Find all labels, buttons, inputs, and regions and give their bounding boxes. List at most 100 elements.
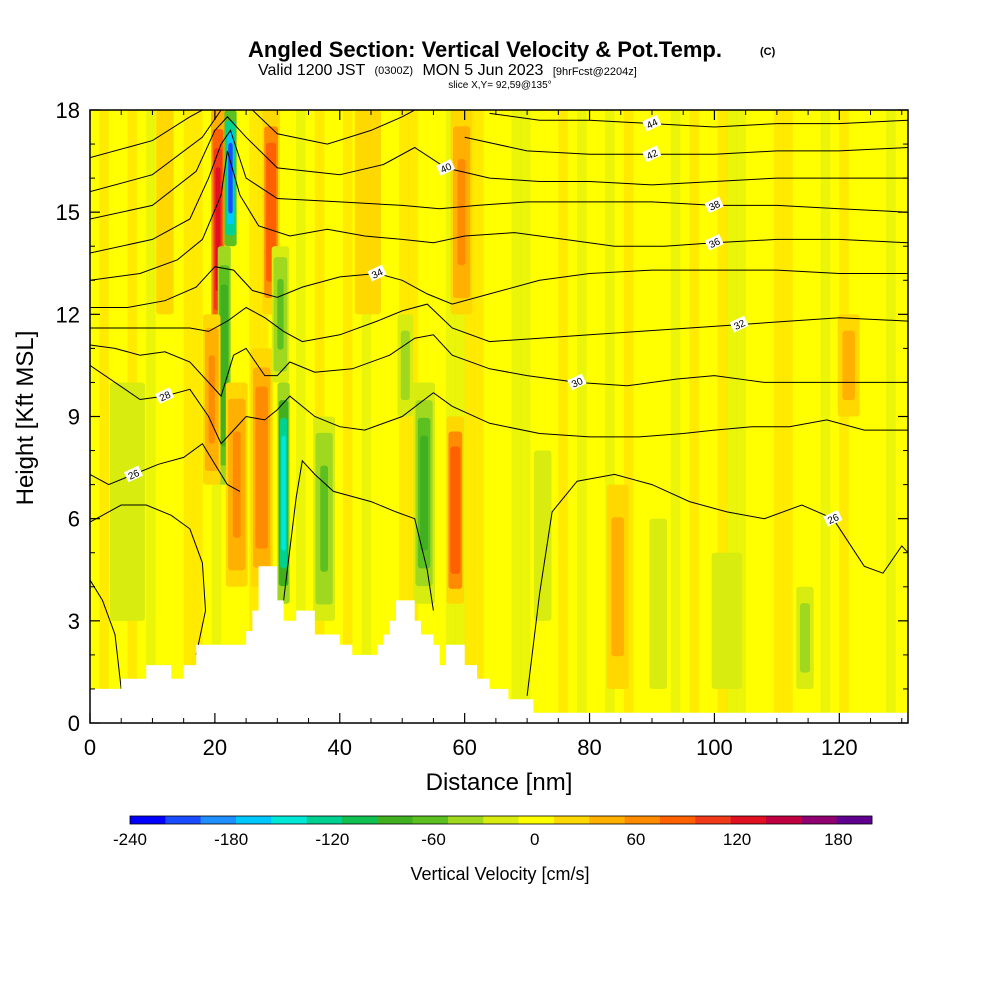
field-band bbox=[474, 110, 484, 723]
colorbar-swatch bbox=[554, 816, 590, 824]
colorbar-tick-label: -60 bbox=[421, 830, 446, 849]
contour-label: 28 bbox=[158, 389, 173, 404]
field-band bbox=[792, 110, 803, 723]
contour-label-bg bbox=[823, 509, 843, 527]
x-tick-label: 120 bbox=[821, 735, 858, 760]
field-band bbox=[558, 110, 569, 723]
field-band bbox=[577, 110, 587, 723]
field-band bbox=[605, 110, 616, 723]
field-band bbox=[783, 110, 793, 723]
field-band bbox=[717, 110, 728, 723]
velocity-feature bbox=[457, 159, 466, 266]
contour-label: 40 bbox=[439, 161, 454, 176]
valid-z: (0300Z) bbox=[374, 65, 413, 77]
x-tick-label: 0 bbox=[84, 735, 96, 760]
y-axis-label: Height [Kft MSL] bbox=[12, 331, 39, 506]
field-band bbox=[483, 110, 494, 723]
contour-label-group: 26 bbox=[123, 465, 144, 483]
contour-label-bg bbox=[642, 114, 662, 132]
velocity-feature bbox=[161, 159, 169, 266]
theta-contour bbox=[90, 364, 908, 445]
contour-label: 32 bbox=[732, 318, 747, 333]
velocity-feature bbox=[208, 355, 215, 444]
field-band bbox=[651, 110, 662, 723]
velocity-feature bbox=[420, 435, 428, 551]
chart-title: Angled Section: Vertical Velocity & Pot.… bbox=[248, 37, 722, 62]
field-band bbox=[436, 110, 447, 723]
colorbar-swatch bbox=[236, 816, 272, 824]
field-band bbox=[755, 110, 765, 723]
contour-label-group: 34 bbox=[367, 264, 387, 282]
contour-label-bg bbox=[642, 145, 662, 163]
field-band bbox=[296, 110, 306, 723]
contour-label: 38 bbox=[707, 199, 722, 214]
field-band bbox=[567, 110, 578, 723]
field-band bbox=[680, 110, 690, 723]
y-tick-label: 18 bbox=[56, 98, 80, 123]
contour-label-group: 32 bbox=[729, 315, 749, 333]
colorbar-swatch bbox=[589, 816, 625, 824]
field-band bbox=[539, 110, 550, 723]
velocity-feature bbox=[221, 303, 227, 428]
contour-label-group: 44 bbox=[642, 114, 662, 132]
valid-line: Valid 1200 JST (0300Z) MON 5 Jun 2023 [9… bbox=[258, 61, 637, 79]
field-band bbox=[886, 110, 897, 723]
field-band bbox=[193, 110, 203, 723]
contour-label-bg bbox=[367, 264, 387, 282]
colorbar-swatch bbox=[766, 816, 802, 824]
velocity-feature bbox=[613, 533, 622, 640]
field-band bbox=[286, 110, 297, 723]
valid-date: MON 5 Jun 2023 bbox=[422, 62, 543, 79]
field-band bbox=[811, 110, 822, 723]
velocity-feature bbox=[228, 142, 233, 214]
field-band bbox=[586, 110, 597, 723]
x-tick-label: 40 bbox=[328, 735, 352, 760]
x-tick-label: 100 bbox=[696, 735, 733, 760]
theta-contour bbox=[90, 334, 908, 398]
contour-label: 30 bbox=[570, 376, 585, 391]
field-band bbox=[820, 110, 831, 723]
velocity-feature bbox=[402, 338, 409, 392]
field-band bbox=[661, 110, 672, 723]
field-band bbox=[670, 110, 681, 723]
field-band bbox=[492, 110, 503, 723]
field-band bbox=[342, 110, 353, 723]
field-band bbox=[333, 110, 344, 723]
contour-label-group: 28 bbox=[155, 387, 175, 404]
contour-label: 36 bbox=[707, 236, 722, 251]
field-band bbox=[520, 110, 531, 723]
colorbar-swatch bbox=[377, 816, 413, 824]
colorbar-tick-label: -240 bbox=[113, 830, 147, 849]
colorbar-swatch bbox=[342, 816, 378, 824]
colorbar-swatch bbox=[624, 816, 661, 824]
y-tick-label: 3 bbox=[68, 609, 80, 634]
y-tick-label: 9 bbox=[68, 405, 80, 430]
velocity-feature bbox=[363, 159, 373, 266]
colorbar-tick-label: -180 bbox=[214, 830, 248, 849]
colorbar-frame bbox=[129, 815, 873, 825]
velocity-feature bbox=[232, 431, 241, 538]
velocity-feature bbox=[277, 278, 284, 350]
colorbar-swatch bbox=[448, 816, 484, 824]
colorbar-swatch bbox=[165, 816, 201, 824]
x-tick-label: 80 bbox=[577, 735, 601, 760]
x-tick-label: 60 bbox=[452, 735, 476, 760]
contour-label-group: 40 bbox=[436, 159, 456, 176]
theta-contour bbox=[90, 504, 207, 656]
colorbar-swatch bbox=[483, 816, 519, 824]
velocity-feature bbox=[844, 338, 853, 392]
field-band bbox=[267, 110, 278, 723]
theta-contour bbox=[90, 110, 203, 159]
theta-contour bbox=[90, 266, 908, 308]
slice-label: slice X,Y= 92,59@135° bbox=[448, 80, 551, 91]
field-band bbox=[155, 110, 166, 723]
field-band bbox=[464, 110, 475, 723]
colorbar-swatch bbox=[730, 816, 767, 824]
field-band bbox=[99, 110, 110, 723]
theta-contour bbox=[526, 473, 908, 696]
contour-label: 26 bbox=[127, 468, 142, 483]
velocity-field bbox=[90, 110, 908, 723]
field-band bbox=[595, 110, 606, 723]
